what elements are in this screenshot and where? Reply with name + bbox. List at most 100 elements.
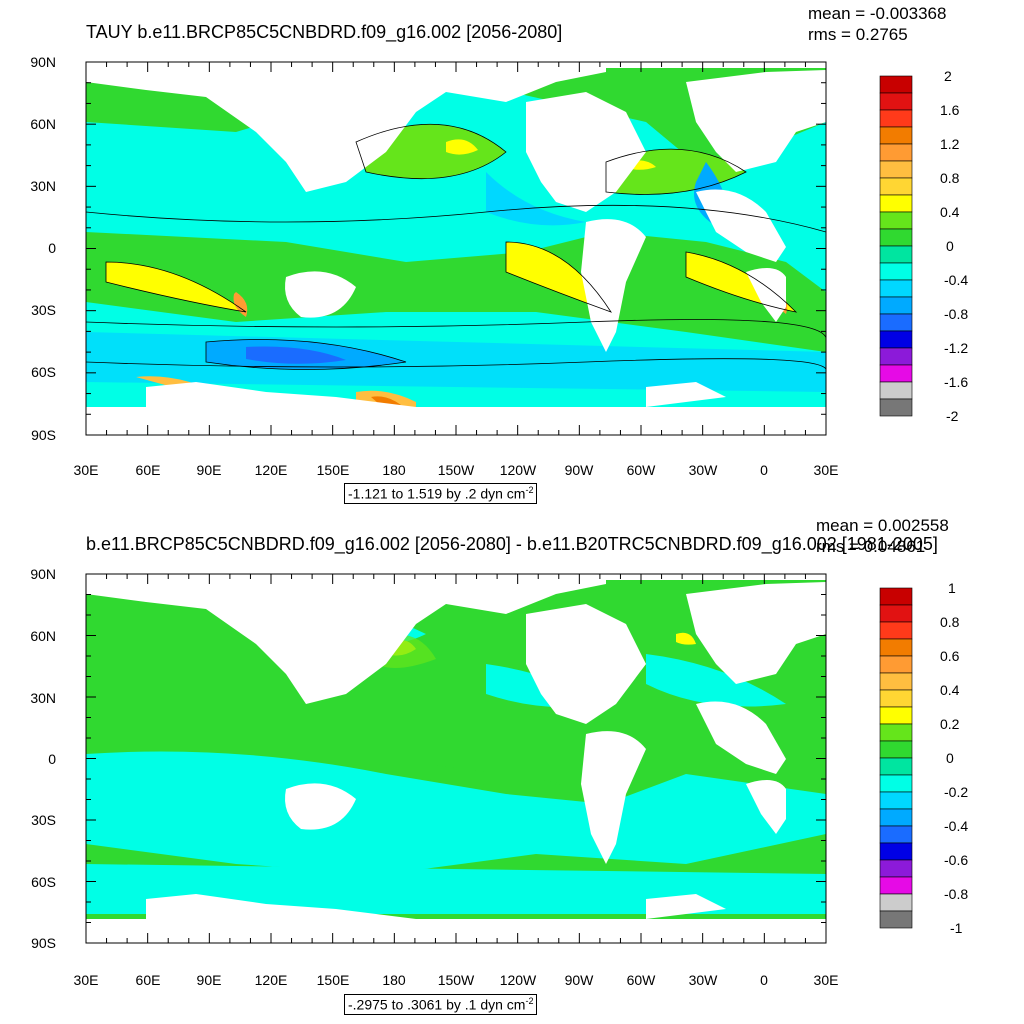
lon-label: 60W xyxy=(626,972,656,988)
colorbar-swatch xyxy=(879,364,913,383)
lon-label: 120E xyxy=(254,972,288,988)
colorbar xyxy=(879,75,913,417)
colorbar-swatch xyxy=(879,638,913,657)
colorbar-swatch xyxy=(879,262,913,281)
land-masses xyxy=(86,62,826,435)
colorbar-swatch xyxy=(879,228,913,247)
colorbar-swatch xyxy=(879,859,913,878)
rms-stat: rms = 0.04861 xyxy=(816,537,926,556)
colorbar-swatch xyxy=(879,92,913,111)
colorbar-swatch xyxy=(879,211,913,230)
colorbar-label: -0.2 xyxy=(944,784,969,800)
lat-label: 90S xyxy=(31,427,56,443)
colorbar-swatch xyxy=(879,621,913,640)
colorbar-swatch xyxy=(879,655,913,674)
lon-label: 150E xyxy=(316,972,350,988)
colorbar-label: -1.6 xyxy=(944,374,969,390)
colorbar-swatch xyxy=(879,910,913,929)
lon-label: 60W xyxy=(626,462,656,478)
colorbar-label: 0.8 xyxy=(940,614,960,630)
lat-label: 60S xyxy=(31,364,56,380)
colorbar-swatch xyxy=(879,109,913,128)
lon-label: 120E xyxy=(254,462,288,478)
colorbar-swatch xyxy=(879,791,913,810)
lon-label: 150E xyxy=(316,462,350,478)
bottom-map-panel: b.e11.BRCP85C5CNBDRD.f09_g16.002 [2056-2… xyxy=(0,512,1024,1024)
colorbar-swatch xyxy=(879,740,913,759)
lon-label: 30E xyxy=(813,972,839,988)
contour-lines xyxy=(86,123,826,372)
tick-marks xyxy=(85,61,827,436)
lon-label: 30E xyxy=(813,462,839,478)
colorbar-swatch xyxy=(879,706,913,725)
colorbar-label: -0.4 xyxy=(944,818,969,834)
lon-label: 30E xyxy=(73,972,99,988)
top-map-panel: TAUY b.e11.BRCP85C5CNBDRD.f09_g16.002 [2… xyxy=(30,4,969,504)
colorbar-swatch xyxy=(879,347,913,366)
lon-label: 0 xyxy=(760,972,768,988)
lon-label: 150W xyxy=(437,972,475,988)
lon-label: 90E xyxy=(196,462,222,478)
colorbar-swatch xyxy=(879,587,913,606)
rms-stat: rms = 0.2765 xyxy=(808,25,908,44)
colorbar-label: -0.8 xyxy=(944,306,969,322)
contour-range-text: -1.121 to 1.519 by .2 dyn cm xyxy=(348,485,526,502)
lat-label: 60S xyxy=(31,874,56,890)
lat-label: 60N xyxy=(30,628,56,644)
map-title: b.e11.BRCP85C5CNBDRD.f09_g16.002 [2056-2… xyxy=(86,534,938,554)
colorbar-swatch xyxy=(879,313,913,332)
colorbar-label: -0.8 xyxy=(944,886,969,902)
lat-label: 30S xyxy=(31,302,56,318)
colorbar-swatch xyxy=(879,296,913,315)
colorbar-swatch xyxy=(879,842,913,861)
contour-range-text: -.2975 to .3061 by .1 dyn cm xyxy=(348,996,526,1013)
lon-label: 90E xyxy=(196,972,222,988)
colorbar-label: 0 xyxy=(946,238,954,254)
colorbar-label: -1 xyxy=(950,920,963,936)
colorbar-label: 1.6 xyxy=(940,102,960,118)
lat-label: 60N xyxy=(30,116,56,132)
colorbar-swatch xyxy=(879,757,913,776)
lon-label: 0 xyxy=(760,462,768,478)
lon-label: 60E xyxy=(135,972,161,988)
lon-label: 30E xyxy=(73,462,99,478)
colorbar-label: 0.4 xyxy=(940,682,960,698)
lat-label: 30S xyxy=(31,812,56,828)
colorbar-label: -0.4 xyxy=(944,272,969,288)
map-plot xyxy=(85,61,827,436)
colorbar-label: 0 xyxy=(946,750,954,766)
colorbar-swatch xyxy=(879,75,913,94)
lat-label: 30N xyxy=(30,690,56,706)
colorbar-swatch xyxy=(879,876,913,895)
colorbar-swatch xyxy=(879,774,913,793)
tick-marks xyxy=(85,573,827,944)
contour-range-info: -1.121 to 1.519 by .2 dyn cm-2 xyxy=(344,483,538,504)
lat-label: 0 xyxy=(48,240,56,256)
colorbar-swatch xyxy=(879,689,913,708)
lon-label: 120W xyxy=(499,462,537,478)
contour-range-info: -.2975 to .3061 by .1 dyn cm-2 xyxy=(344,994,538,1015)
colorbar-swatch xyxy=(879,604,913,623)
map-plot xyxy=(85,573,827,944)
lon-label: 30W xyxy=(688,972,718,988)
colorbar-swatch xyxy=(879,143,913,162)
colorbar-swatch xyxy=(879,330,913,349)
colorbar-swatch xyxy=(879,279,913,298)
unit-exponent: -2 xyxy=(525,996,534,1006)
lon-label: 180 xyxy=(382,462,406,478)
colorbar-swatch xyxy=(879,672,913,691)
colorbar-label: 1.2 xyxy=(940,136,960,152)
map-title: TAUY b.e11.BRCP85C5CNBDRD.f09_g16.002 [2… xyxy=(86,22,563,42)
lon-label: 150W xyxy=(437,462,475,478)
mean-stat: mean = -0.003368 xyxy=(808,4,947,23)
colorbar-swatch xyxy=(879,194,913,213)
colorbar-swatch xyxy=(879,126,913,145)
colorbar-swatch xyxy=(879,177,913,196)
colorbar-swatch xyxy=(879,808,913,827)
lat-label: 90N xyxy=(30,54,56,70)
colorbar-label: 1 xyxy=(948,580,956,596)
lat-label: 30N xyxy=(30,178,56,194)
colorbar xyxy=(879,587,913,929)
lon-label: 30W xyxy=(688,462,718,478)
colorbar-label: -0.6 xyxy=(944,852,969,868)
